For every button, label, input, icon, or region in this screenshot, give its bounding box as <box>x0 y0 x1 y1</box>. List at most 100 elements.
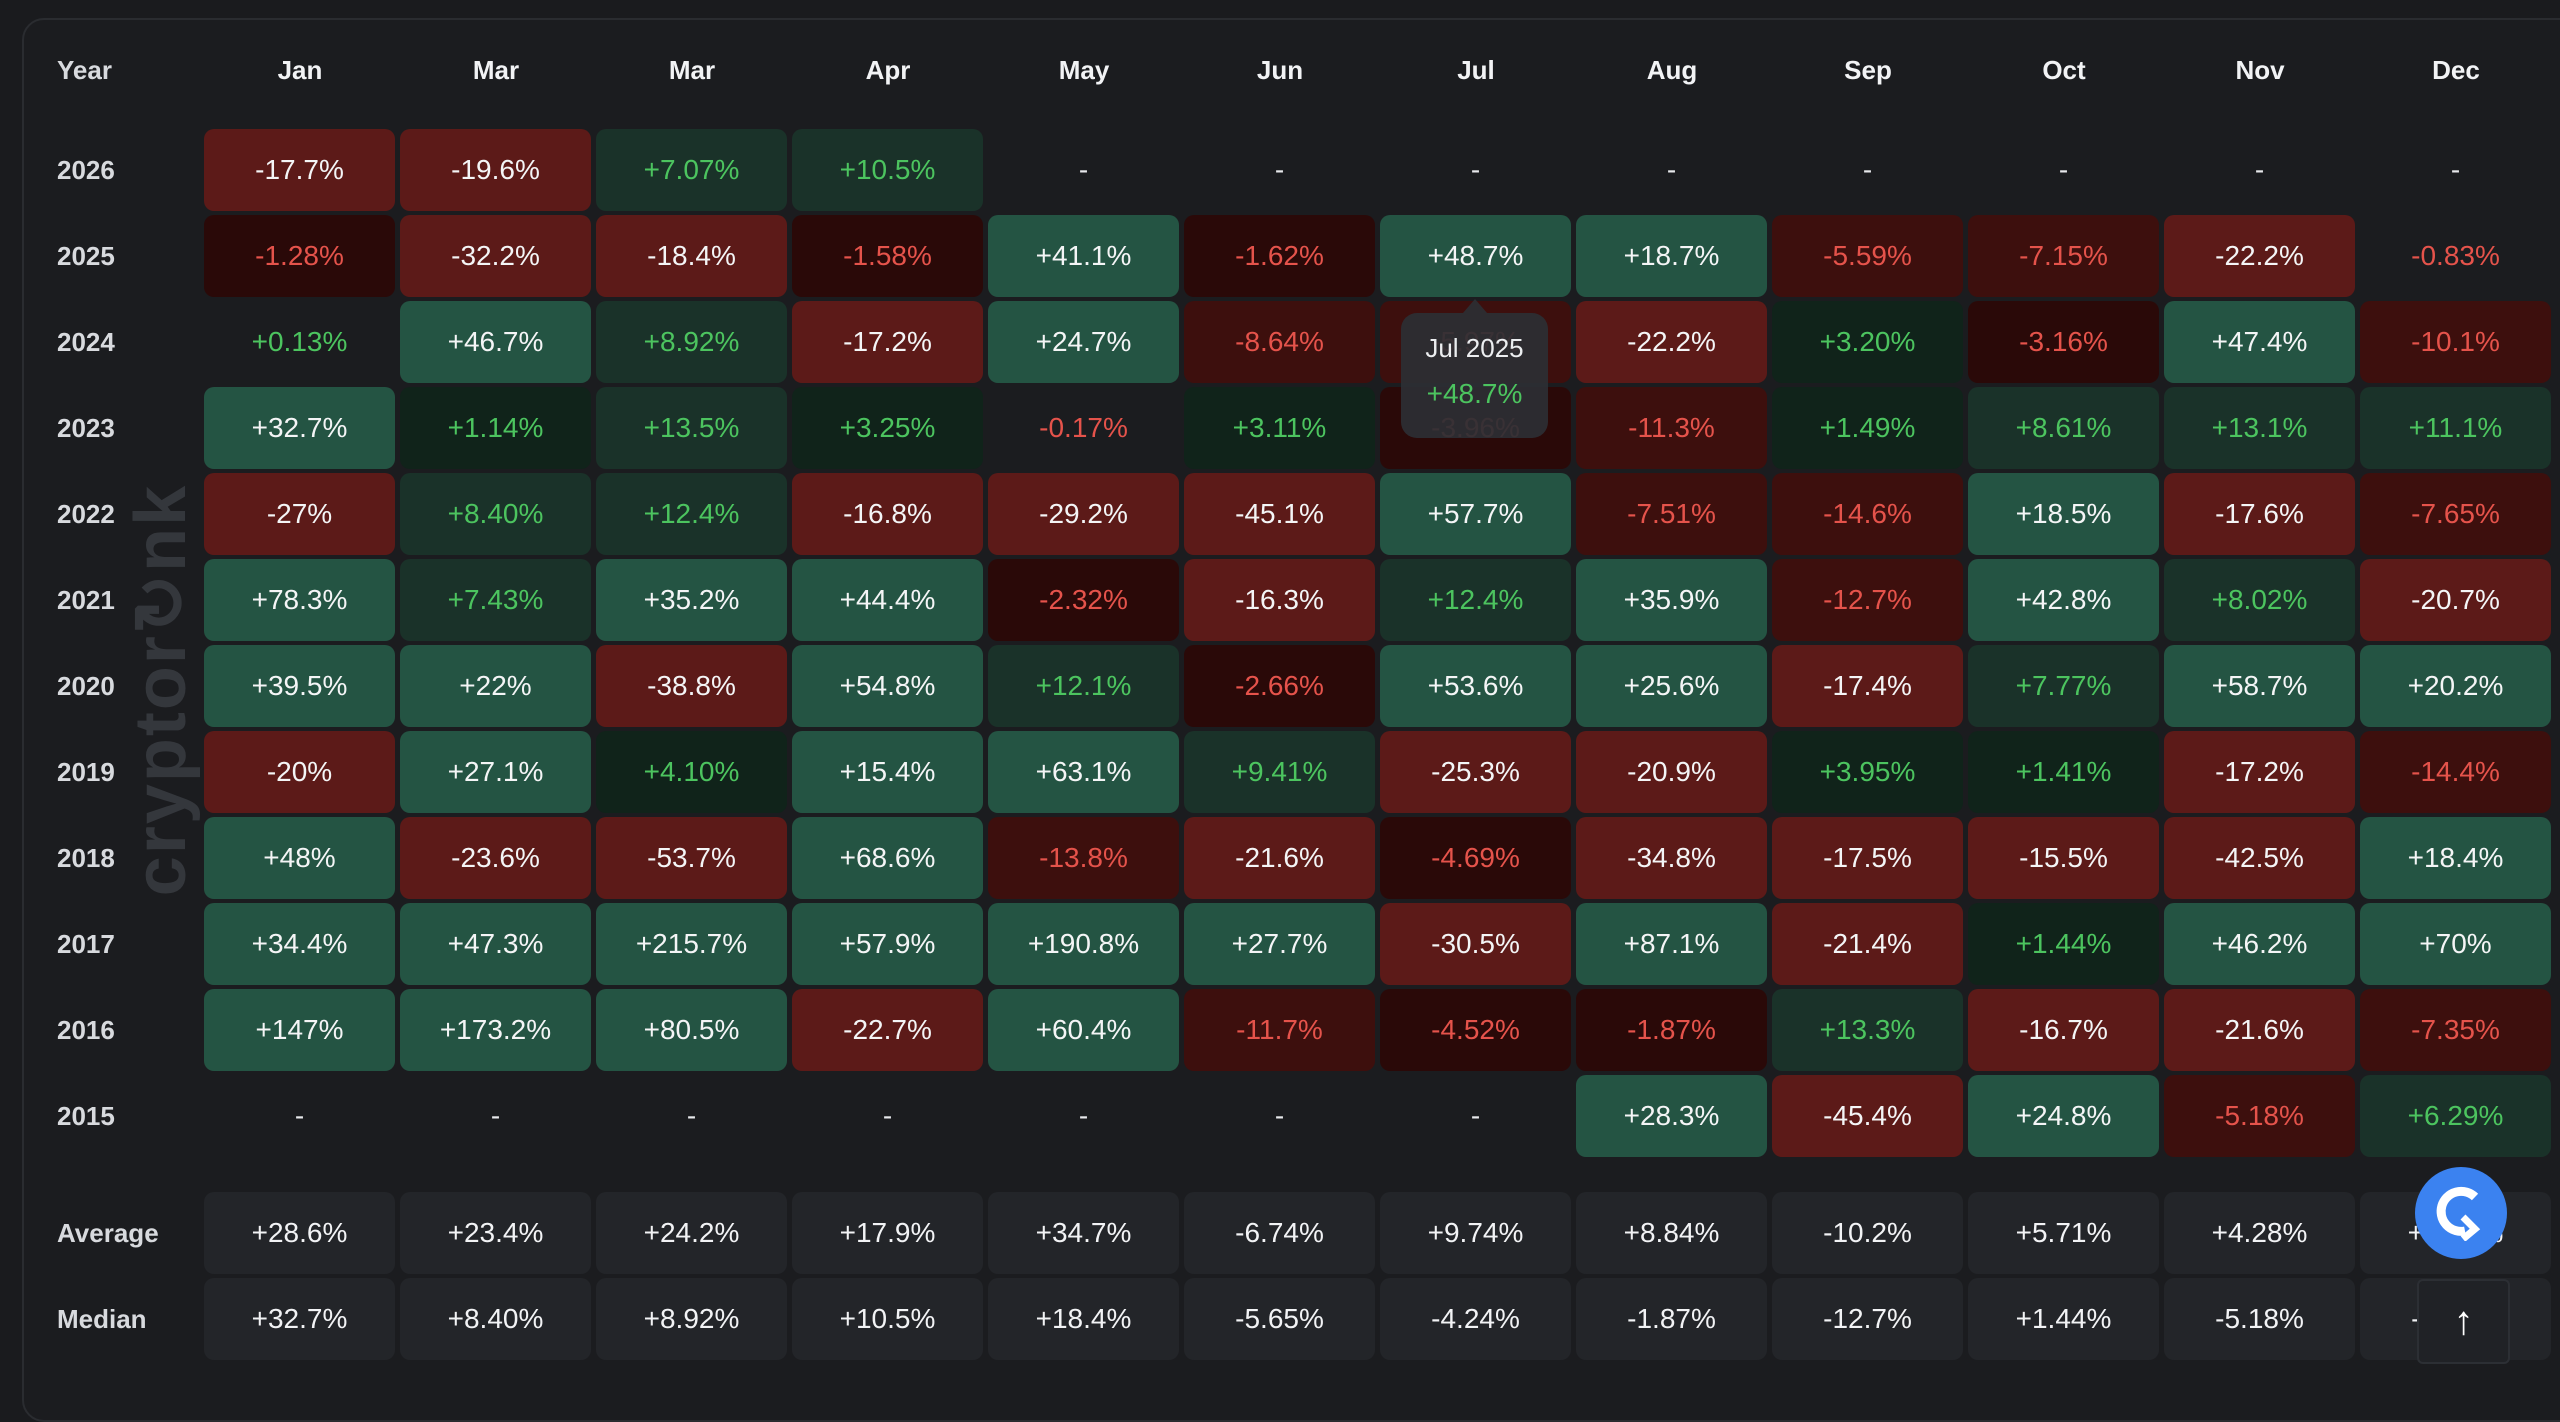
month-return-cell[interactable]: - <box>1470 1100 1481 1131</box>
month-return-cell[interactable]: +58.7% <box>2164 645 2355 727</box>
month-return-cell[interactable]: +173.2% <box>400 989 591 1071</box>
month-return-cell[interactable]: +3.11% <box>1184 387 1375 469</box>
month-return-cell[interactable]: - <box>686 1100 697 1131</box>
month-return-cell[interactable]: -45.4% <box>1772 1075 1963 1157</box>
month-return-cell[interactable]: -11.7% <box>1184 989 1375 1071</box>
month-return-cell[interactable]: -1.28% <box>204 215 395 297</box>
month-return-cell[interactable]: -13.8% <box>988 817 1179 899</box>
scroll-to-top-button[interactable]: ↑ <box>2417 1279 2510 1364</box>
month-return-cell[interactable]: +47.3% <box>400 903 591 985</box>
month-return-cell[interactable]: +48% <box>204 817 395 899</box>
month-return-cell[interactable]: +24.7% <box>988 301 1179 383</box>
month-header[interactable]: May <box>1058 55 1110 85</box>
month-return-cell[interactable]: +1.49% <box>1772 387 1963 469</box>
month-return-cell[interactable]: -8.64% <box>1184 301 1375 383</box>
month-return-cell[interactable]: -0.17% <box>1039 412 1128 443</box>
month-return-cell[interactable]: +53.6% <box>1380 645 1571 727</box>
month-return-cell[interactable]: -21.6% <box>2164 989 2355 1071</box>
month-return-cell[interactable]: +48.7% <box>1380 215 1571 297</box>
month-return-cell[interactable]: -7.51% <box>1576 473 1767 555</box>
month-return-cell[interactable]: -25.3% <box>1380 731 1571 813</box>
month-return-cell[interactable]: -16.8% <box>792 473 983 555</box>
month-return-cell[interactable]: -5.59% <box>1772 215 1963 297</box>
month-return-cell[interactable]: +27.1% <box>400 731 591 813</box>
month-return-cell[interactable]: +0.13% <box>251 326 348 357</box>
month-return-cell[interactable]: -22.2% <box>2164 215 2355 297</box>
month-header[interactable]: Sep <box>1844 55 1892 85</box>
month-return-cell[interactable]: +13.5% <box>596 387 787 469</box>
month-return-cell[interactable]: +8.61% <box>1968 387 2159 469</box>
month-return-cell[interactable]: -5.18% <box>2164 1075 2355 1157</box>
month-return-cell[interactable]: - <box>882 1100 893 1131</box>
month-return-cell[interactable]: +3.25% <box>792 387 983 469</box>
month-return-cell[interactable]: -1.58% <box>792 215 983 297</box>
month-return-cell[interactable]: -0.83% <box>2411 240 2500 271</box>
month-return-cell[interactable]: +34.4% <box>204 903 395 985</box>
month-return-cell[interactable]: - <box>1666 154 1677 185</box>
month-return-cell[interactable]: +28.3% <box>1576 1075 1767 1157</box>
month-return-cell[interactable]: -34.8% <box>1576 817 1767 899</box>
month-return-cell[interactable]: +18.7% <box>1576 215 1767 297</box>
month-return-cell[interactable]: +8.92% <box>596 301 787 383</box>
month-return-cell[interactable]: -17.4% <box>1772 645 1963 727</box>
month-return-cell[interactable]: -23.6% <box>400 817 591 899</box>
month-return-cell[interactable]: - <box>2254 154 2265 185</box>
month-return-cell[interactable]: -53.7% <box>596 817 787 899</box>
month-header[interactable]: Apr <box>865 55 911 85</box>
month-return-cell[interactable]: -17.7% <box>204 129 395 211</box>
month-return-cell[interactable]: +46.7% <box>400 301 591 383</box>
month-return-cell[interactable]: -15.5% <box>1968 817 2159 899</box>
month-return-cell[interactable]: +3.95% <box>1772 731 1963 813</box>
month-return-cell[interactable]: +87.1% <box>1576 903 1767 985</box>
month-return-cell[interactable]: -19.6% <box>400 129 591 211</box>
month-return-cell[interactable]: +63.1% <box>988 731 1179 813</box>
month-return-cell[interactable]: +47.4% <box>2164 301 2355 383</box>
month-return-cell[interactable]: -2.66% <box>1184 645 1375 727</box>
month-return-cell[interactable]: +46.2% <box>2164 903 2355 985</box>
month-return-cell[interactable]: -21.4% <box>1772 903 1963 985</box>
month-return-cell[interactable]: -30.5% <box>1380 903 1571 985</box>
month-return-cell[interactable]: -17.2% <box>792 301 983 383</box>
month-header[interactable]: Oct <box>2042 55 2086 85</box>
month-return-cell[interactable]: +44.4% <box>792 559 983 641</box>
month-header[interactable]: Dec <box>2432 55 2480 85</box>
month-return-cell[interactable]: +25.6% <box>1576 645 1767 727</box>
month-return-cell[interactable]: -29.2% <box>988 473 1179 555</box>
month-return-cell[interactable]: - <box>1862 154 1873 185</box>
month-return-cell[interactable]: +13.3% <box>1772 989 1963 1071</box>
month-header[interactable]: Mar <box>472 55 520 85</box>
month-return-cell[interactable]: +215.7% <box>596 903 787 985</box>
month-return-cell[interactable]: -2.32% <box>988 559 1179 641</box>
month-return-cell[interactable]: -22.7% <box>792 989 983 1071</box>
month-return-cell[interactable]: +54.8% <box>792 645 983 727</box>
month-return-cell[interactable]: -16.7% <box>1968 989 2159 1071</box>
month-return-cell[interactable]: -1.87% <box>1576 989 1767 1071</box>
month-return-cell[interactable]: +35.2% <box>596 559 787 641</box>
month-return-cell[interactable]: -17.6% <box>2164 473 2355 555</box>
month-header[interactable]: Jan <box>277 55 323 85</box>
month-return-cell[interactable]: -7.15% <box>1968 215 2159 297</box>
month-return-cell[interactable]: -45.1% <box>1184 473 1375 555</box>
month-return-cell[interactable]: +10.5% <box>792 129 983 211</box>
month-return-cell[interactable]: - <box>1274 154 1285 185</box>
month-return-cell[interactable]: -17.2% <box>2164 731 2355 813</box>
month-return-cell[interactable]: +11.1% <box>2360 387 2551 469</box>
month-return-cell[interactable]: -10.1% <box>2360 301 2551 383</box>
month-return-cell[interactable]: +7.77% <box>1968 645 2159 727</box>
month-return-cell[interactable]: +9.41% <box>1184 731 1375 813</box>
month-return-cell[interactable]: -3.16% <box>1968 301 2159 383</box>
month-return-cell[interactable]: +22% <box>400 645 591 727</box>
month-return-cell[interactable]: +15.4% <box>792 731 983 813</box>
month-return-cell[interactable]: - <box>2058 154 2069 185</box>
month-header[interactable]: Jul <box>1457 55 1495 85</box>
month-return-cell[interactable]: -21.6% <box>1184 817 1375 899</box>
month-return-cell[interactable]: +18.5% <box>1968 473 2159 555</box>
month-return-cell[interactable]: -1.62% <box>1184 215 1375 297</box>
month-return-cell[interactable]: +35.9% <box>1576 559 1767 641</box>
month-return-cell[interactable]: +57.7% <box>1380 473 1571 555</box>
month-return-cell[interactable]: -27% <box>204 473 395 555</box>
month-return-cell[interactable]: - <box>1470 154 1481 185</box>
month-return-cell[interactable]: +32.7% <box>204 387 395 469</box>
month-return-cell[interactable]: -20.9% <box>1576 731 1767 813</box>
month-return-cell[interactable]: - <box>1078 154 1089 185</box>
